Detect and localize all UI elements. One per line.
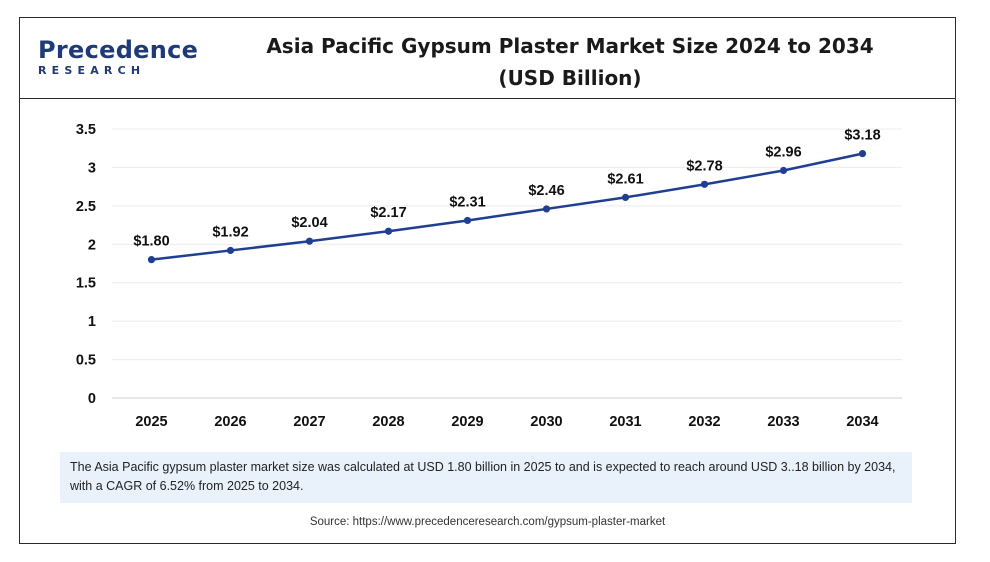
data-point xyxy=(858,149,867,158)
y-tick-label: 3 xyxy=(88,160,96,176)
source-note: Source: https://www.precedenceresearch.c… xyxy=(309,516,666,528)
logo-wordmark: Precedence xyxy=(38,36,199,64)
chart-title: Asia Pacific Gypsum Plaster Market Size … xyxy=(220,30,920,94)
brand-logo: Precedence RESEARCH xyxy=(38,38,198,78)
data-label: $2.96 xyxy=(765,145,801,161)
data-point xyxy=(147,256,156,264)
line-chart: 0 0.5 1 1.5 2 2.5 3 3.5 2025 2026 2027 2028 2029 203… xyxy=(76,122,902,430)
x-tick-label: 2031 xyxy=(609,414,641,430)
y-axis-ticks: 0 0.5 1 1.5 2 2.5 3 3.5 xyxy=(76,122,96,407)
y-tick-label: 0 xyxy=(88,391,96,407)
gridlines xyxy=(112,128,902,399)
data-label: $1.92 xyxy=(212,224,248,240)
data-point xyxy=(463,216,472,225)
y-tick-label: 2.5 xyxy=(76,199,96,215)
data-labels: $1.80 $1.92 $2.04 $2.17 $2.31 $2.46 $2.61 $2.78… xyxy=(133,128,880,250)
x-axis-ticks: 2025 2026 2027 2028 2029 2030 2031 2032 2033 2034 xyxy=(135,414,878,430)
x-tick-label: 2027 xyxy=(293,414,325,430)
data-point xyxy=(621,193,630,202)
data-label: $2.17 xyxy=(370,205,406,221)
chart-title-line1: Asia Pacific Gypsum Plaster Market Size … xyxy=(266,34,874,58)
data-label: $2.31 xyxy=(449,194,485,210)
chart-title-line2: (USD Billion) xyxy=(498,66,642,90)
data-point xyxy=(779,166,788,175)
data-point xyxy=(305,237,314,245)
x-tick-label: 2026 xyxy=(214,414,246,430)
chart-caption: The Asia Pacific gypsum plaster market s… xyxy=(60,452,912,503)
header: Precedence RESEARCH Asia Pacific Gypsum … xyxy=(20,18,955,99)
data-label: $3.18 xyxy=(844,128,880,144)
logo-subtext: RESEARCH xyxy=(38,64,146,77)
y-tick-label: 1.5 xyxy=(76,276,96,292)
x-tick-label: 2034 xyxy=(846,414,878,430)
y-tick-label: 3.5 xyxy=(76,122,96,138)
y-tick-label: 1 xyxy=(88,314,96,330)
chart-frame: Precedence RESEARCH Asia Pacific Gypsum … xyxy=(19,17,956,544)
data-point xyxy=(700,180,709,188)
x-tick-label: 2029 xyxy=(451,414,483,430)
data-label: $1.80 xyxy=(133,234,169,250)
series-line xyxy=(151,152,863,261)
data-label: $2.46 xyxy=(528,183,564,199)
y-tick-label: 0.5 xyxy=(76,353,96,369)
data-label: $2.04 xyxy=(291,215,327,231)
x-tick-label: 2032 xyxy=(688,414,720,430)
y-tick-label: 2 xyxy=(88,237,96,253)
data-point xyxy=(542,205,551,213)
x-tick-label: 2030 xyxy=(530,414,562,430)
data-label: $2.78 xyxy=(686,158,722,174)
x-tick-label: 2033 xyxy=(767,414,799,430)
x-tick-label: 2028 xyxy=(372,414,404,430)
data-point xyxy=(226,246,235,255)
data-point xyxy=(384,227,393,235)
series-layer xyxy=(147,149,867,264)
data-label: $2.61 xyxy=(607,171,643,187)
x-tick-label: 2025 xyxy=(135,414,167,430)
